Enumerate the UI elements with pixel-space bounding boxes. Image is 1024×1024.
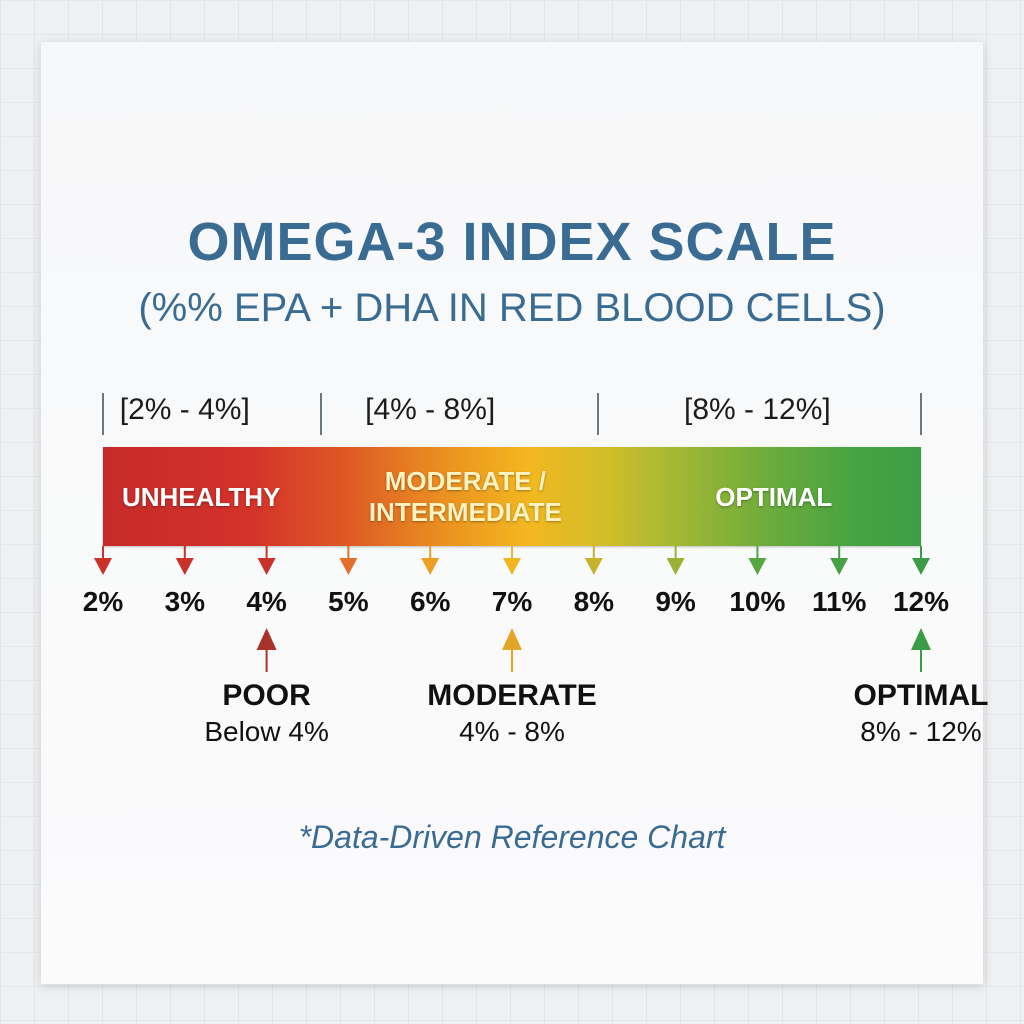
- tick-arrow: [257, 546, 276, 575]
- gradient-scale-bar: [103, 447, 921, 546]
- zone-label-line: UNHEALTHY: [121, 481, 281, 512]
- marker-arrow: [911, 628, 931, 672]
- marker-value: 8% - 12%: [860, 716, 982, 747]
- tick-arrow: [421, 546, 440, 575]
- tick-label: 11%: [811, 586, 867, 617]
- range-separator: [596, 393, 599, 435]
- marker-arrow: [502, 628, 522, 672]
- chart-subtitle: (%% EPA + DHA IN RED BLOOD CELLS): [138, 286, 886, 330]
- zone-label: UNHEALTHY: [61, 482, 341, 513]
- marker-title: POOR: [222, 679, 311, 712]
- zone-label-line: OPTIMAL: [715, 481, 833, 512]
- tick-arrow: [503, 546, 521, 575]
- marker-value: 4% - 8%: [459, 716, 565, 747]
- zone-label-line: MODERATE /: [384, 466, 546, 496]
- footnote: *Data-Driven Reference Chart: [298, 819, 726, 855]
- tick-label: 7%: [491, 586, 533, 617]
- tick-arrow: [584, 546, 603, 575]
- tick-arrow: [94, 546, 112, 575]
- tick-label: 6%: [409, 586, 451, 617]
- marker-title: MODERATE: [427, 679, 597, 712]
- tick-arrow: [830, 546, 849, 575]
- range-label: [4% - 8%]: [365, 393, 496, 426]
- tick-label: 8%: [573, 586, 615, 617]
- tick-label: 4%: [246, 586, 287, 617]
- range-separator: [319, 393, 322, 435]
- tick-label: 9%: [655, 586, 696, 617]
- tick-label: 5%: [328, 586, 369, 617]
- tick-arrow: [339, 546, 358, 575]
- tick-label: 3%: [164, 586, 206, 617]
- tick-arrow: [748, 546, 767, 575]
- zone-label: OPTIMAL: [634, 482, 914, 513]
- marker-title: OPTIMAL: [853, 679, 989, 712]
- tick-label: 10%: [729, 586, 786, 617]
- range-label: [2% - 4%]: [119, 393, 250, 426]
- chart-title: OMEGA-3 INDEX SCALE: [187, 212, 837, 272]
- range-separator: [102, 393, 104, 435]
- zone-label-line: INTERMEDIATE: [368, 497, 562, 527]
- tick-arrow: [175, 546, 194, 575]
- tick-label: 2%: [82, 586, 124, 617]
- marker-value: Below 4%: [204, 716, 329, 747]
- range-label: [8% - 12%]: [684, 393, 831, 426]
- tick-arrow: [666, 546, 685, 575]
- range-separator: [920, 393, 922, 435]
- tick-label: 12%: [892, 586, 950, 617]
- tick-arrow: [912, 546, 930, 575]
- zone-label: MODERATE / INTERMEDIATE: [325, 466, 605, 528]
- marker-arrow: [256, 628, 277, 672]
